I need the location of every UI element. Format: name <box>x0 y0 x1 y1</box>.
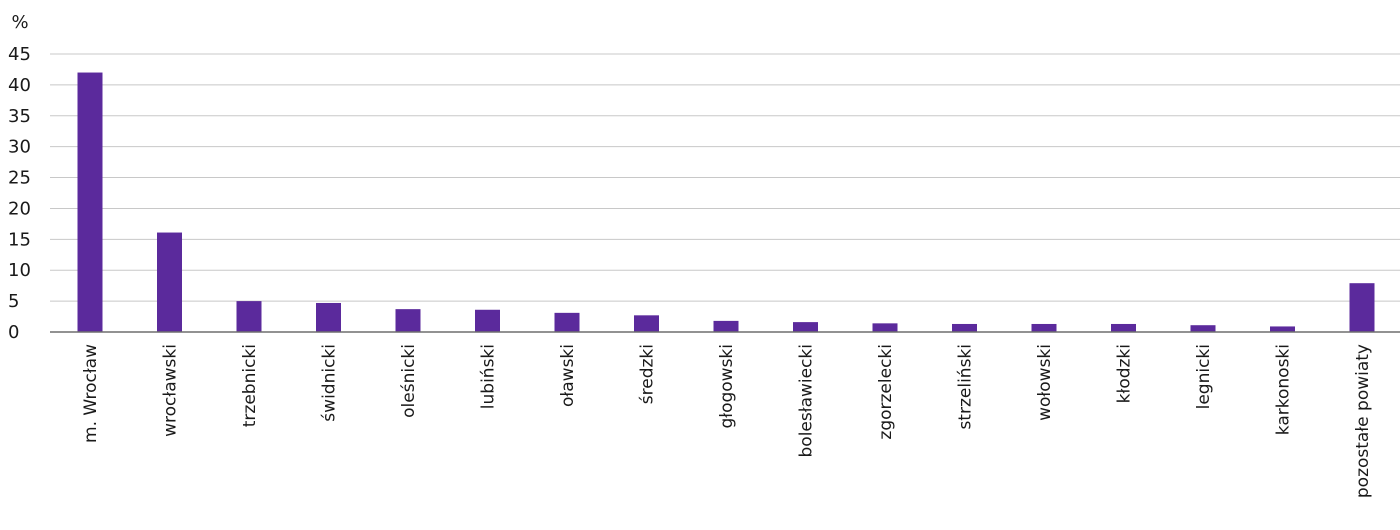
x-tick-label: świdnicki <box>320 344 340 422</box>
bar <box>395 309 421 332</box>
x-tick-label: m. Wrocław <box>81 344 101 443</box>
bar <box>713 320 739 332</box>
x-tick-label: pozostałe powiaty <box>1353 344 1373 498</box>
x-tick-label: głogowski <box>717 344 737 429</box>
y-axis-ticks: 0 5 10 15 20 25 30 35 40 45 <box>8 44 31 343</box>
x-tick-label: wrocławski <box>161 344 181 437</box>
bar <box>1270 326 1295 332</box>
bar <box>1190 325 1216 332</box>
y-tick-label: 35 <box>8 106 31 127</box>
x-tick-label: karkonoski <box>1274 344 1294 435</box>
y-tick-label: 40 <box>8 75 31 96</box>
y-tick-label: 45 <box>8 44 31 65</box>
bar <box>77 72 103 333</box>
bar <box>157 232 182 332</box>
bar <box>475 309 500 332</box>
bars <box>77 72 1375 333</box>
x-tick-label: wołowski <box>1035 344 1055 421</box>
y-tick-label: 0 <box>8 322 19 343</box>
y-tick-label: 25 <box>8 168 31 189</box>
y-tick-label: 15 <box>8 229 31 250</box>
bar <box>316 302 341 332</box>
gridlines <box>50 53 1400 302</box>
bar <box>1031 323 1057 332</box>
y-tick-label: 5 <box>8 291 19 312</box>
x-tick-label: oławski <box>558 344 578 407</box>
x-tick-label: strzeliński <box>956 344 976 430</box>
x-tick-label: oleśnicki <box>399 344 419 418</box>
x-tick-label: lubiński <box>479 344 499 409</box>
bar <box>952 323 977 332</box>
y-tick-label: 20 <box>8 198 31 219</box>
x-tick-label: kłodzki <box>1115 344 1135 403</box>
bar <box>634 315 659 332</box>
x-tick-label: zgorzelecki <box>876 344 896 440</box>
bar <box>1111 323 1136 332</box>
x-tick-label: trzebnicki <box>240 344 260 427</box>
y-tick-label: 30 <box>8 137 31 158</box>
bar <box>872 323 898 332</box>
y-tick-label: 10 <box>8 260 31 281</box>
x-tick-label: bolesławiecki <box>797 344 817 457</box>
bar <box>793 322 818 332</box>
bar <box>554 312 580 332</box>
bar <box>1349 283 1375 332</box>
x-tick-label: legnicki <box>1194 344 1214 409</box>
x-tick-label: średzki <box>638 344 658 404</box>
y-axis-unit-label: % <box>11 12 28 33</box>
x-axis-tick-labels: m. Wrocław wrocławski trzebnicki świdnicki o… <box>81 344 1373 498</box>
bar <box>236 301 262 332</box>
